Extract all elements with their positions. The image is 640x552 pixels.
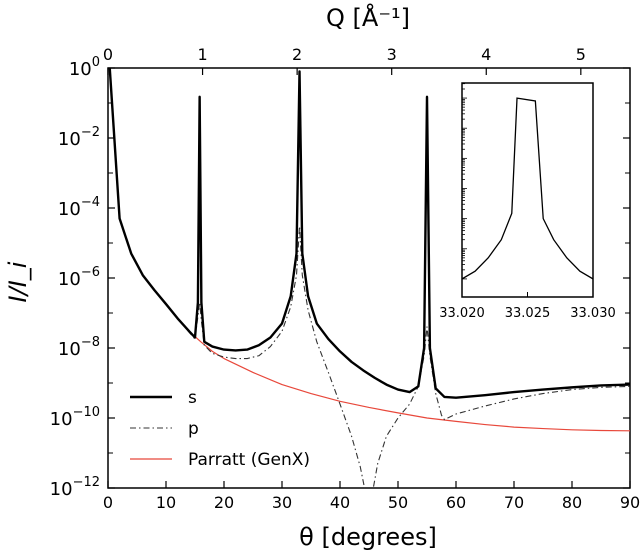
legend-label: Parratt (GenX): [188, 450, 310, 470]
inset-x-tick-label: 33.025: [505, 306, 551, 321]
x-tick-label: 70: [504, 493, 524, 512]
plot-area: 0 10 20 30 40 50 60 70 80 90 0 1 2 3 4 5 100 10−2 10−4 10−6…: [50, 45, 640, 512]
x-tick-label: 90: [620, 493, 640, 512]
top-tick-label: 4: [481, 45, 491, 64]
top-tick-label: 3: [387, 45, 397, 64]
y-tick-label: 10−4: [58, 195, 100, 220]
y-tick-label: 10−6: [58, 265, 100, 290]
y-tick-label: 10−8: [58, 335, 100, 360]
x-tick-label: 30: [272, 493, 292, 512]
y-tick-label: 100: [69, 55, 100, 80]
x-tick-label: 80: [562, 493, 582, 512]
inset-x-tick-label: 33.020: [439, 306, 485, 321]
series-group: [108, 68, 630, 488]
inset-plot: 33.020 33.025 33.030: [439, 82, 616, 321]
top-tick-label: 0: [103, 45, 113, 64]
x-tick-label: 10: [156, 493, 176, 512]
x-tick-label: 60: [446, 493, 466, 512]
y-tick-label: 10−12: [50, 475, 100, 500]
legend-label: p: [188, 419, 199, 439]
y-axis-label: I/I_i: [4, 261, 32, 302]
y-tick-label: 10−10: [50, 405, 100, 430]
x-tick-label: 0: [103, 493, 113, 512]
top-tick-label: 2: [292, 45, 302, 64]
legend: sp Parratt (GenX): [130, 388, 310, 470]
top-axis-label: Q [Å⁻¹]: [326, 3, 410, 32]
y-tick-label: 10−2: [58, 125, 100, 150]
top-tick-label: 1: [197, 45, 207, 64]
x-tick-label: 20: [214, 493, 234, 512]
top-tick-label: 5: [576, 45, 586, 64]
inset-line: [462, 97, 593, 280]
legend-label: s: [188, 388, 197, 408]
x-axis-label: θ [degrees]: [299, 523, 437, 551]
x-tick-label: 40: [330, 493, 350, 512]
inset-frame: [461, 82, 594, 298]
series-line-s: [108, 68, 630, 399]
inset-x-tick-label: 33.030: [570, 306, 616, 321]
x-tick-label: 50: [388, 493, 408, 512]
